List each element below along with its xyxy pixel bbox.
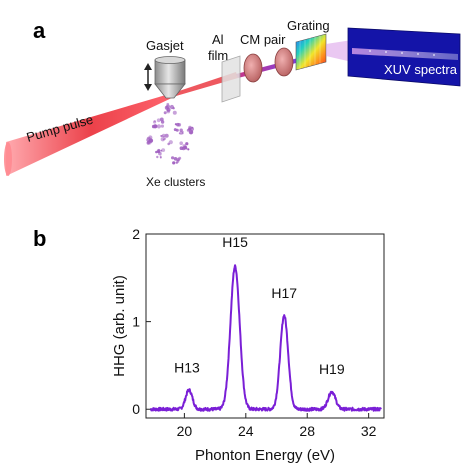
gasjet-nozzle bbox=[154, 56, 186, 99]
cluster-dot bbox=[162, 133, 166, 138]
y-tick-label: 0 bbox=[132, 401, 140, 417]
cluster-dot bbox=[160, 135, 162, 137]
x-axis-title: Phonton Energy (eV) bbox=[195, 447, 335, 464]
cluster-dot bbox=[154, 120, 156, 122]
cluster-dot bbox=[179, 141, 183, 145]
x-tick-label: 24 bbox=[238, 423, 254, 439]
cluster-dot bbox=[173, 128, 177, 132]
y-tick-label: 2 bbox=[132, 226, 140, 242]
cluster-dot bbox=[185, 142, 189, 146]
cluster-dot bbox=[172, 110, 177, 115]
panel-a-letter: a bbox=[33, 18, 46, 43]
cluster-dot bbox=[179, 131, 183, 135]
y-axis-ticks: 0 1 2 bbox=[132, 226, 151, 417]
cluster-dot bbox=[176, 157, 181, 162]
label-cm-pair: CM pair bbox=[240, 32, 286, 47]
cluster-dot bbox=[155, 150, 158, 154]
x-tick-label: 32 bbox=[361, 423, 377, 439]
cluster-dot bbox=[156, 155, 159, 159]
nozzle-motion-arrow-icon bbox=[144, 63, 152, 91]
cluster-dot bbox=[148, 138, 153, 143]
cluster-dot bbox=[179, 146, 184, 150]
peak-label-h17: H17 bbox=[271, 285, 297, 301]
pump-beam-aperture bbox=[4, 142, 12, 176]
cluster-dot bbox=[167, 142, 170, 146]
label-al-film-line1: Al bbox=[212, 32, 224, 47]
cluster-dot bbox=[172, 107, 175, 110]
cluster-dot bbox=[166, 110, 169, 112]
cluster-dot bbox=[171, 156, 175, 160]
cluster-dot bbox=[160, 124, 164, 128]
cluster-dot bbox=[179, 128, 183, 132]
panel-b-letter: b bbox=[33, 226, 46, 251]
cluster-dot bbox=[191, 130, 194, 132]
label-grating: Grating bbox=[287, 18, 330, 33]
cluster-dot bbox=[156, 124, 161, 129]
cluster-dot bbox=[161, 148, 166, 153]
cluster-dot bbox=[187, 148, 190, 151]
y-tick-label: 1 bbox=[132, 314, 140, 330]
label-gasjet: Gasjet bbox=[146, 38, 184, 53]
xuv-spectra-detector bbox=[347, 27, 461, 87]
dispersed-xuv-beam bbox=[326, 40, 352, 62]
cluster-dot bbox=[186, 128, 190, 132]
label-xe-clusters: Xe clusters bbox=[146, 175, 205, 189]
cluster-dot bbox=[182, 144, 186, 148]
peak-label-h15: H15 bbox=[222, 234, 248, 250]
cluster-dot bbox=[164, 133, 169, 138]
cluster-dot bbox=[159, 155, 162, 158]
cluster-dot bbox=[153, 124, 158, 129]
cluster-dot bbox=[166, 102, 170, 106]
cluster-dot bbox=[148, 137, 151, 139]
peak-labels: H13 H15 H17 H19 bbox=[174, 234, 345, 377]
cluster-dot bbox=[172, 161, 176, 165]
grating bbox=[295, 33, 327, 71]
peak-label-h19: H19 bbox=[319, 361, 345, 377]
cluster-dot bbox=[173, 157, 178, 161]
x-axis-ticks: 20 24 28 32 bbox=[177, 413, 377, 439]
plot-frame bbox=[145, 233, 385, 419]
cm-pair-mirrors bbox=[243, 47, 294, 83]
panel-a-schematic: a Gasjet Xe clusters Al film bbox=[4, 18, 461, 189]
panel-b-hhg-spectrum: b 0 1 2 20 24 28 32 H13 H15 H17 H19 Phonton Ener… bbox=[33, 226, 385, 464]
cluster-dot bbox=[163, 111, 167, 115]
cluster-dot bbox=[176, 122, 180, 127]
al-film bbox=[221, 55, 241, 103]
cluster-dot bbox=[160, 137, 165, 142]
peak-label-h13: H13 bbox=[174, 359, 200, 375]
xe-clusters bbox=[146, 102, 195, 165]
cluster-dot bbox=[164, 105, 169, 110]
label-xuv-spectra: XUV spectra bbox=[384, 62, 458, 77]
hhg-spectrum-line bbox=[149, 264, 382, 412]
cluster-dot bbox=[189, 131, 193, 135]
y-axis-title: HHG (arb. unit) bbox=[111, 275, 128, 377]
cluster-dot bbox=[191, 126, 194, 129]
cluster-dot bbox=[159, 117, 164, 122]
x-tick-label: 20 bbox=[177, 423, 193, 439]
cluster-dot bbox=[156, 118, 161, 123]
pump-beam bbox=[6, 92, 176, 176]
cluster-dot bbox=[157, 148, 161, 152]
x-tick-label: 28 bbox=[299, 423, 315, 439]
label-al-film-line2: film bbox=[208, 48, 228, 63]
